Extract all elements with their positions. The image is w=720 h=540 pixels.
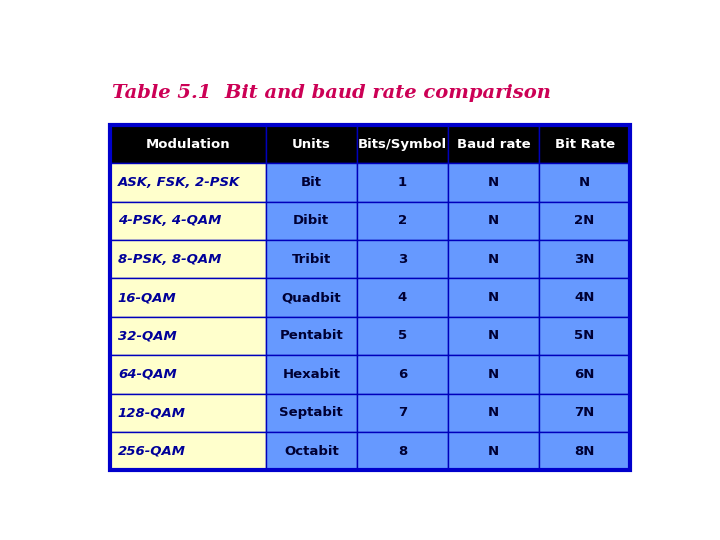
FancyBboxPatch shape xyxy=(539,394,630,432)
Text: Bits/Symbol: Bits/Symbol xyxy=(358,138,447,151)
Text: 8-PSK, 8-QAM: 8-PSK, 8-QAM xyxy=(118,253,221,266)
FancyBboxPatch shape xyxy=(539,240,630,279)
Text: 16-QAM: 16-QAM xyxy=(118,291,176,304)
FancyBboxPatch shape xyxy=(448,202,539,240)
Text: N: N xyxy=(488,253,499,266)
FancyBboxPatch shape xyxy=(448,279,539,317)
FancyBboxPatch shape xyxy=(357,394,448,432)
FancyBboxPatch shape xyxy=(109,125,266,164)
Text: N: N xyxy=(488,176,499,189)
FancyBboxPatch shape xyxy=(266,240,357,279)
Text: 64-QAM: 64-QAM xyxy=(118,368,176,381)
Text: N: N xyxy=(579,176,590,189)
FancyBboxPatch shape xyxy=(109,164,266,202)
Text: 7: 7 xyxy=(398,406,407,419)
FancyBboxPatch shape xyxy=(357,432,448,470)
Text: 128-QAM: 128-QAM xyxy=(118,406,186,419)
FancyBboxPatch shape xyxy=(109,432,266,470)
FancyBboxPatch shape xyxy=(109,394,266,432)
Text: N: N xyxy=(488,368,499,381)
Text: Bit Rate: Bit Rate xyxy=(554,138,615,151)
FancyBboxPatch shape xyxy=(539,125,630,164)
FancyBboxPatch shape xyxy=(109,240,266,279)
Text: 4: 4 xyxy=(397,291,407,304)
Text: 4-PSK, 4-QAM: 4-PSK, 4-QAM xyxy=(118,214,221,227)
Text: Baud rate: Baud rate xyxy=(456,138,531,151)
FancyBboxPatch shape xyxy=(357,317,448,355)
Text: 32-QAM: 32-QAM xyxy=(118,329,176,342)
Text: 5: 5 xyxy=(398,329,407,342)
Text: 8: 8 xyxy=(397,444,407,457)
Text: ASK, FSK, 2-PSK: ASK, FSK, 2-PSK xyxy=(118,176,240,189)
FancyBboxPatch shape xyxy=(357,164,448,202)
FancyBboxPatch shape xyxy=(357,125,448,164)
Text: Table 5.1  Bit and baud rate comparison: Table 5.1 Bit and baud rate comparison xyxy=(112,84,552,102)
Text: 6N: 6N xyxy=(575,368,595,381)
Text: 3N: 3N xyxy=(575,253,595,266)
Text: 6: 6 xyxy=(397,368,407,381)
FancyBboxPatch shape xyxy=(109,279,266,317)
Text: 2: 2 xyxy=(398,214,407,227)
Text: 3: 3 xyxy=(397,253,407,266)
Text: Tribit: Tribit xyxy=(292,253,331,266)
FancyBboxPatch shape xyxy=(266,125,357,164)
FancyBboxPatch shape xyxy=(109,317,266,355)
Text: N: N xyxy=(488,329,499,342)
FancyBboxPatch shape xyxy=(539,279,630,317)
FancyBboxPatch shape xyxy=(539,202,630,240)
FancyBboxPatch shape xyxy=(266,279,357,317)
FancyBboxPatch shape xyxy=(539,164,630,202)
FancyBboxPatch shape xyxy=(448,164,539,202)
Text: N: N xyxy=(488,214,499,227)
FancyBboxPatch shape xyxy=(448,394,539,432)
FancyBboxPatch shape xyxy=(266,317,357,355)
FancyBboxPatch shape xyxy=(109,355,266,394)
FancyBboxPatch shape xyxy=(357,355,448,394)
Text: Units: Units xyxy=(292,138,330,151)
FancyBboxPatch shape xyxy=(357,240,448,279)
Text: Dibit: Dibit xyxy=(293,214,329,227)
Text: N: N xyxy=(488,444,499,457)
Text: Octabit: Octabit xyxy=(284,444,338,457)
FancyBboxPatch shape xyxy=(448,240,539,279)
Text: Bit: Bit xyxy=(301,176,322,189)
Text: 4N: 4N xyxy=(575,291,595,304)
Text: 256-QAM: 256-QAM xyxy=(118,444,186,457)
FancyBboxPatch shape xyxy=(539,317,630,355)
FancyBboxPatch shape xyxy=(266,202,357,240)
Text: 2N: 2N xyxy=(575,214,595,227)
FancyBboxPatch shape xyxy=(448,125,539,164)
Text: 5N: 5N xyxy=(575,329,595,342)
Text: N: N xyxy=(488,406,499,419)
FancyBboxPatch shape xyxy=(539,432,630,470)
FancyBboxPatch shape xyxy=(357,202,448,240)
FancyBboxPatch shape xyxy=(357,279,448,317)
Text: Quadbit: Quadbit xyxy=(282,291,341,304)
Text: Septabit: Septabit xyxy=(279,406,343,419)
Text: Hexabit: Hexabit xyxy=(282,368,341,381)
FancyBboxPatch shape xyxy=(266,164,357,202)
FancyBboxPatch shape xyxy=(448,355,539,394)
FancyBboxPatch shape xyxy=(448,432,539,470)
FancyBboxPatch shape xyxy=(109,202,266,240)
FancyBboxPatch shape xyxy=(266,394,357,432)
Text: Modulation: Modulation xyxy=(145,138,230,151)
FancyBboxPatch shape xyxy=(266,355,357,394)
FancyBboxPatch shape xyxy=(266,432,357,470)
FancyBboxPatch shape xyxy=(448,317,539,355)
Text: Pentabit: Pentabit xyxy=(279,329,343,342)
FancyBboxPatch shape xyxy=(539,355,630,394)
Text: 8N: 8N xyxy=(575,444,595,457)
Text: 1: 1 xyxy=(398,176,407,189)
Text: N: N xyxy=(488,291,499,304)
Text: 7N: 7N xyxy=(575,406,595,419)
